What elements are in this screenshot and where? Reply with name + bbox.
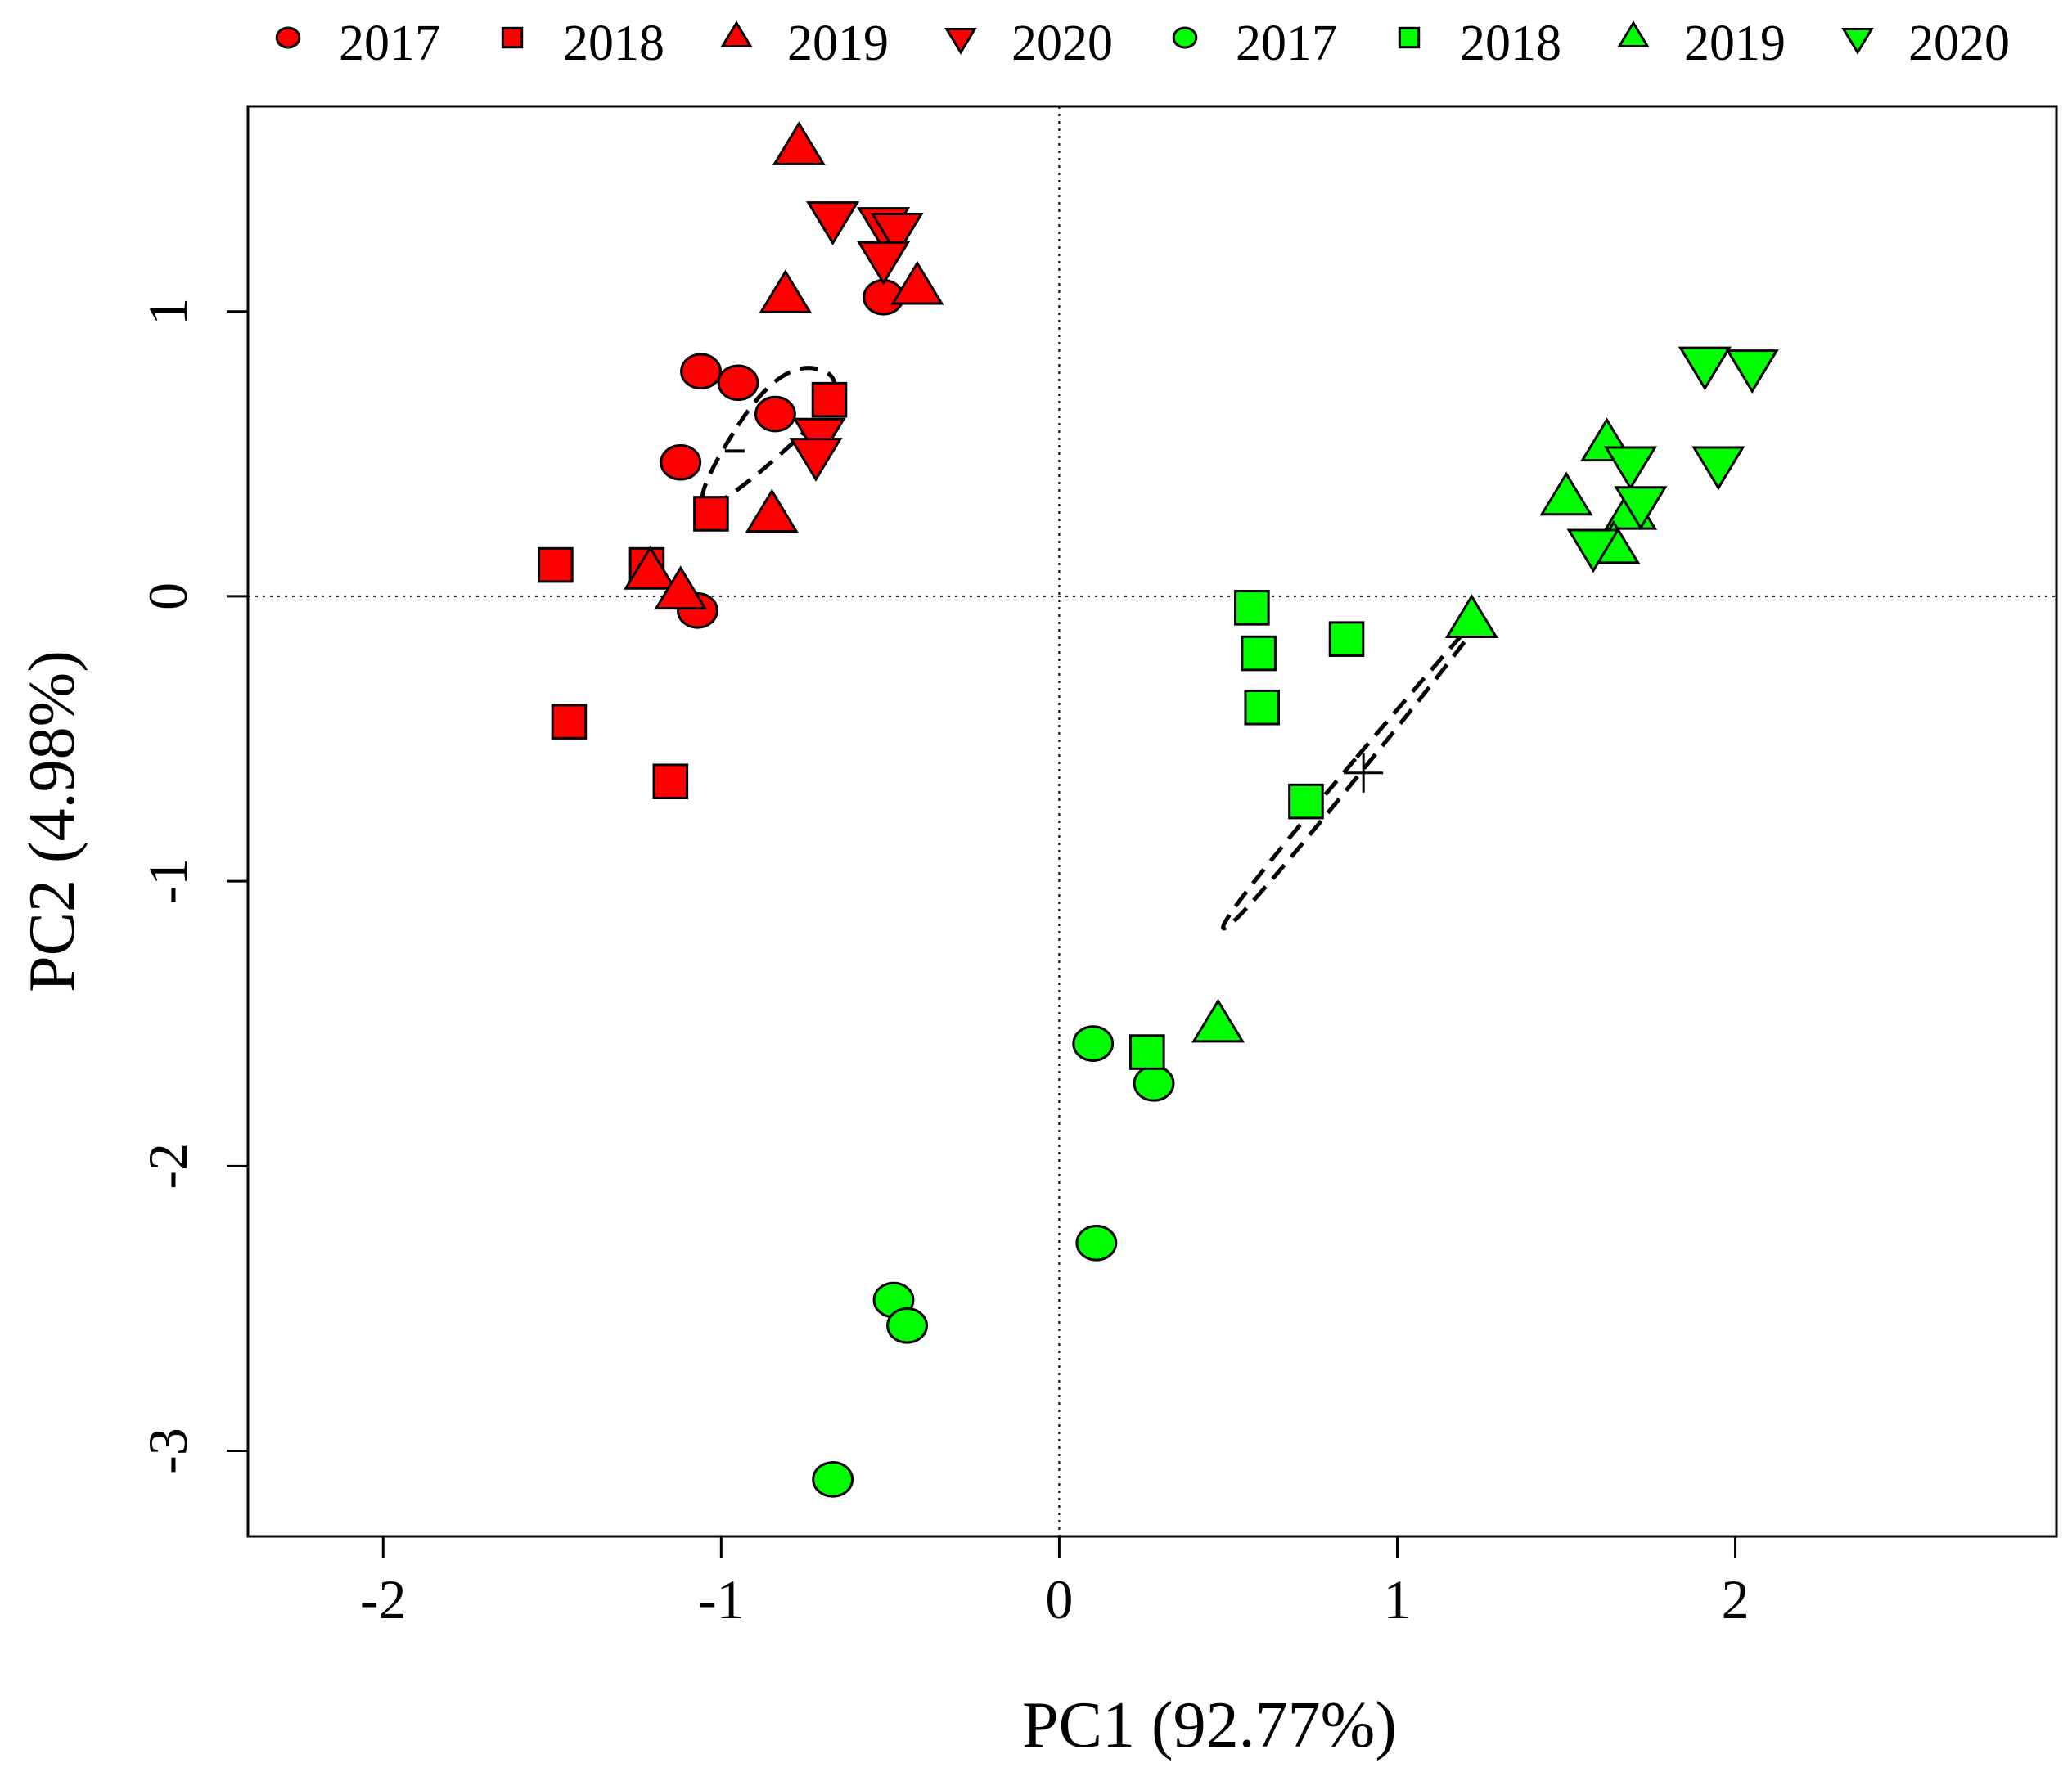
point-red-2018-square <box>538 546 574 583</box>
point-green-2019-triangle-up <box>1191 998 1245 1043</box>
point-red-2018-square <box>811 381 848 418</box>
x-axis: -2 -1 0 1 2 <box>360 1535 1750 1630</box>
point-red-2017-circle <box>717 364 759 402</box>
legend-marker-green-2020 <box>1841 28 1874 55</box>
x-tick-label: -1 <box>698 1568 745 1630</box>
point-red-2020-triangle-down <box>789 438 843 482</box>
point-green-2017-circle <box>886 1307 928 1344</box>
y-tick-label: 1 <box>137 298 199 326</box>
x-tick-label: -2 <box>360 1568 407 1630</box>
legend-marker-red-2018 <box>501 26 524 49</box>
legend-marker-red-2017 <box>275 26 301 49</box>
point-red-2017-circle <box>754 395 796 433</box>
point-red-2019-triangle-up <box>890 260 944 305</box>
point-green-2017-circle <box>1075 1225 1118 1262</box>
legend-marker-green-2019 <box>1617 20 1650 47</box>
point-red-2020-triangle-down <box>857 241 911 286</box>
point-green-2018-square <box>1234 590 1270 626</box>
reference-lines <box>248 106 2056 1536</box>
point-green-2017-circle <box>1133 1065 1175 1102</box>
point-red-2019-triangle-up <box>624 545 678 590</box>
point-red-2018-square <box>551 704 588 740</box>
legend-marker-green-2017 <box>1172 26 1198 49</box>
y-tick-label: 0 <box>137 582 199 610</box>
point-green-2018-square <box>1129 1034 1165 1070</box>
legend-label-red-2020: 2020 <box>1011 16 1113 71</box>
point-red-2017-circle <box>660 443 702 481</box>
point-green-2020-triangle-down <box>1725 349 1779 394</box>
point-green-2020-triangle-down <box>1678 346 1732 391</box>
point-green-2018-square <box>1241 635 1277 672</box>
point-red-2017-circle <box>680 353 722 390</box>
point-red-2020-triangle-down <box>806 201 860 245</box>
point-red-2018-square <box>693 496 729 532</box>
point-green-2020-triangle-down <box>1566 528 1620 573</box>
point-green-2020-triangle-down <box>1614 486 1668 531</box>
legend-marker-green-2018 <box>1398 26 1421 49</box>
x-tick-label: 2 <box>1722 1568 1750 1630</box>
point-red-2018-square <box>652 763 689 800</box>
legend: 2017 2018 2019 2020 2017 2018 2019 2020 <box>275 16 2010 71</box>
y-tick-label: -1 <box>137 858 199 905</box>
x-axis-title: PC1 (92.77%) <box>1022 1689 1397 1761</box>
y-tick-label: -2 <box>137 1143 199 1190</box>
point-red-2020-triangle-down <box>870 213 924 257</box>
point-red-2019-triangle-up <box>745 488 799 533</box>
point-red-2019-triangle-up <box>759 269 813 313</box>
y-axis: -3 -2 -1 0 1 <box>137 298 250 1474</box>
legend-label-green-2018: 2018 <box>1460 16 1561 71</box>
point-green-2018-square <box>1244 689 1281 726</box>
x-tick-label: 0 <box>1045 1568 1073 1630</box>
point-green-2020-triangle-down <box>1691 446 1745 491</box>
legend-label-green-2017: 2017 <box>1236 16 1337 71</box>
legend-label-red-2019: 2019 <box>787 16 889 71</box>
point-red-2019-triangle-up <box>772 121 826 165</box>
point-green-2020-triangle-down <box>1603 446 1658 491</box>
point-green-2018-square <box>1288 783 1324 820</box>
center-cross-green <box>1344 753 1384 793</box>
ellipse-red <box>700 366 837 507</box>
legend-marker-red-2020 <box>944 28 977 55</box>
point-green-2019-triangle-up <box>1539 471 1593 516</box>
data-points <box>538 121 1779 1498</box>
point-green-2019-triangle-up <box>1444 594 1498 638</box>
legend-label-red-2017: 2017 <box>339 16 440 71</box>
y-axis-title: PC2 (4.98%) <box>16 650 88 992</box>
point-red-2019-triangle-up <box>654 565 708 610</box>
point-green-2017-circle <box>812 1461 854 1498</box>
y-tick-label: -3 <box>137 1428 199 1474</box>
plot-frame <box>246 105 2058 1538</box>
point-green-2018-square <box>1328 621 1365 657</box>
point-green-2017-circle <box>1072 1025 1115 1062</box>
x-tick-label: 1 <box>1383 1568 1411 1630</box>
legend-label-green-2020: 2020 <box>1908 16 2010 71</box>
legend-label-green-2019: 2019 <box>1684 16 1786 71</box>
legend-label-red-2018: 2018 <box>563 16 664 71</box>
legend-marker-red-2019 <box>720 20 753 47</box>
